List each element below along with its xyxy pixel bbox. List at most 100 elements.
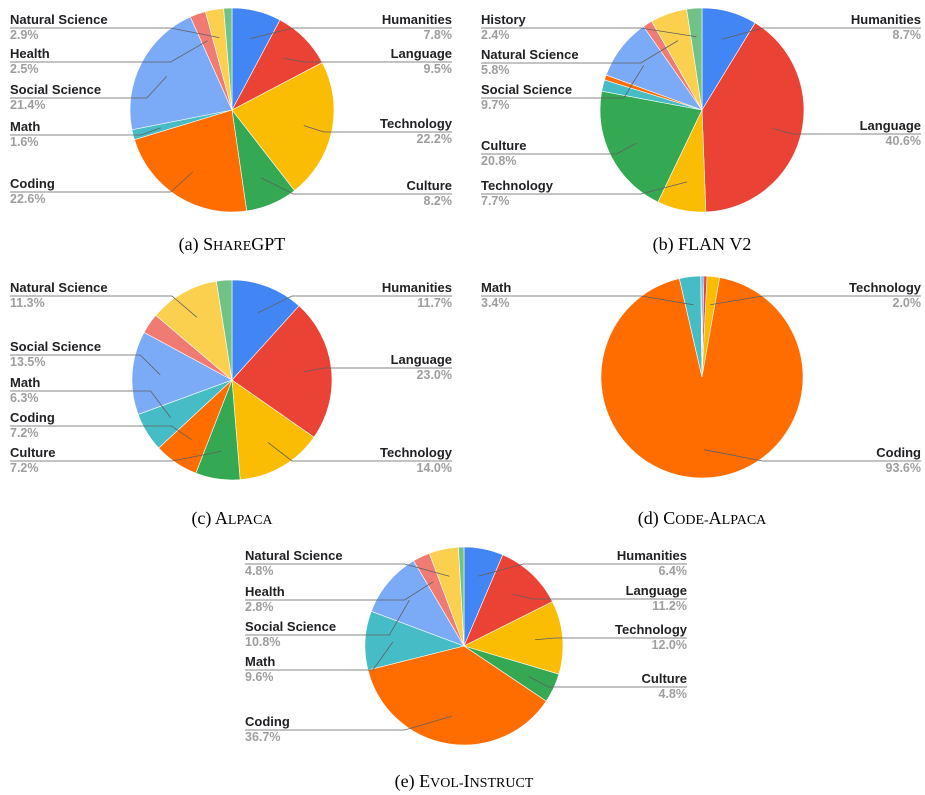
leader-line-social-science xyxy=(10,75,168,99)
pct-natural-science: 2.9% xyxy=(10,28,39,42)
pct-history: 2.4% xyxy=(481,28,510,42)
leader-line-culture xyxy=(10,450,222,462)
pct-social-science: 9.7% xyxy=(481,98,510,112)
pct-coding: 36.7% xyxy=(245,730,280,744)
leader-line-humanities xyxy=(249,27,452,40)
label-humanities: Humanities xyxy=(382,12,452,27)
label-technology: Technology xyxy=(380,116,453,131)
caption-1: (a) SHAREGPT xyxy=(179,234,286,255)
pct-humanities: 7.8% xyxy=(424,28,453,42)
label-language: Language xyxy=(626,583,687,598)
pct-natural-science: 11.3% xyxy=(10,296,45,310)
pct-social-science: 21.4% xyxy=(10,98,45,112)
pct-technology: 7.7% xyxy=(481,194,510,208)
slice-social-science xyxy=(131,331,233,415)
pct-language: 9.5% xyxy=(424,62,453,76)
slice-coding xyxy=(367,645,547,746)
leader-line-natural-science xyxy=(245,563,450,577)
label-natural-science: Natural Science xyxy=(10,12,108,27)
pct-technology: 12.0% xyxy=(652,638,687,652)
label-social-science: Social Science xyxy=(481,82,572,97)
leader-line-natural-science xyxy=(481,40,679,64)
slice-social-science xyxy=(129,16,233,131)
label-math: Math xyxy=(245,654,275,669)
pct-language: 40.6% xyxy=(886,134,921,148)
pct-culture: 4.8% xyxy=(659,687,688,701)
pct-culture: 7.2% xyxy=(10,461,39,475)
label-coding: Coding xyxy=(10,176,55,191)
pct-technology: 2.0% xyxy=(893,296,922,310)
label-natural-science: Natural Science xyxy=(481,47,579,62)
slice-coding xyxy=(600,277,804,479)
slice-humanities xyxy=(231,279,300,381)
leader-line-math xyxy=(10,390,171,418)
label-health: Health xyxy=(10,46,50,61)
leader-line-health xyxy=(10,40,208,63)
pct-health: 2.5% xyxy=(10,62,39,76)
label-technology: Technology xyxy=(481,178,554,193)
label-math: Math xyxy=(10,375,40,390)
label-technology: Technology xyxy=(380,445,453,460)
pct-coding: 93.6% xyxy=(886,461,921,475)
leader-line-humanities xyxy=(257,295,452,314)
leader-line-culture xyxy=(481,142,637,155)
leader-line-language xyxy=(772,128,921,135)
slice-other xyxy=(223,7,233,111)
label-culture: Culture xyxy=(481,138,527,153)
slice-other xyxy=(458,546,465,647)
leader-line-natural-science xyxy=(10,295,197,318)
label-natural-science: Natural Science xyxy=(245,548,343,563)
pct-coding: 22.6% xyxy=(10,192,45,206)
leader-line-humanities xyxy=(721,27,921,40)
leader-line-technology xyxy=(710,295,921,306)
caption-4: (d) CODE-ALPACA xyxy=(638,508,767,529)
pct-technology: 14.0% xyxy=(417,461,452,475)
leader-line-technology xyxy=(481,181,688,195)
pct-math: 1.6% xyxy=(10,135,39,149)
leader-line-technology xyxy=(303,125,452,133)
label-language: Language xyxy=(391,352,452,367)
pct-social-science: 13.5% xyxy=(10,355,45,369)
slice-other xyxy=(216,279,233,381)
leader-line-social-science xyxy=(10,354,161,376)
label-social-science: Social Science xyxy=(245,619,336,634)
leader-line-math xyxy=(481,295,694,306)
label-culture: Culture xyxy=(10,445,56,460)
pct-math: 6.3% xyxy=(10,391,39,405)
pct-math: 3.4% xyxy=(481,296,510,310)
pct-culture: 8.2% xyxy=(424,194,453,208)
leader-line-coding xyxy=(10,425,192,440)
pct-culture: 20.8% xyxy=(481,154,516,168)
leader-line-history xyxy=(481,27,697,38)
slice-language xyxy=(463,554,553,647)
pct-coding: 7.2% xyxy=(10,426,39,440)
slice-social-science xyxy=(370,560,465,647)
slice-technology xyxy=(463,601,564,675)
leader-line-social-science xyxy=(245,600,410,636)
slice-history xyxy=(686,7,703,111)
pct-natural-science: 4.8% xyxy=(245,564,274,578)
label-coding: Coding xyxy=(10,410,55,425)
label-technology: Technology xyxy=(615,622,688,637)
pct-math: 9.6% xyxy=(245,670,274,684)
slice-coding xyxy=(134,109,248,213)
label-language: Language xyxy=(391,46,452,61)
label-humanities: Humanities xyxy=(851,12,921,27)
leader-line-math xyxy=(245,641,394,671)
pct-technology: 22.2% xyxy=(417,132,452,146)
leader-line-culture xyxy=(260,177,452,195)
caption-5: (e) EVOL-INSTRUCT xyxy=(395,771,534,792)
label-technology: Technology xyxy=(849,280,922,295)
slice-language xyxy=(701,22,805,213)
label-social-science: Social Science xyxy=(10,339,101,354)
pct-humanities: 6.4% xyxy=(659,564,688,578)
pct-health: 2.8% xyxy=(245,600,274,614)
caption-2: (b) FLAN V2 xyxy=(653,234,752,255)
label-humanities: Humanities xyxy=(382,280,452,295)
pct-humanities: 8.7% xyxy=(893,28,922,42)
leader-line-coding xyxy=(703,449,921,462)
leader-line-math xyxy=(10,127,161,136)
